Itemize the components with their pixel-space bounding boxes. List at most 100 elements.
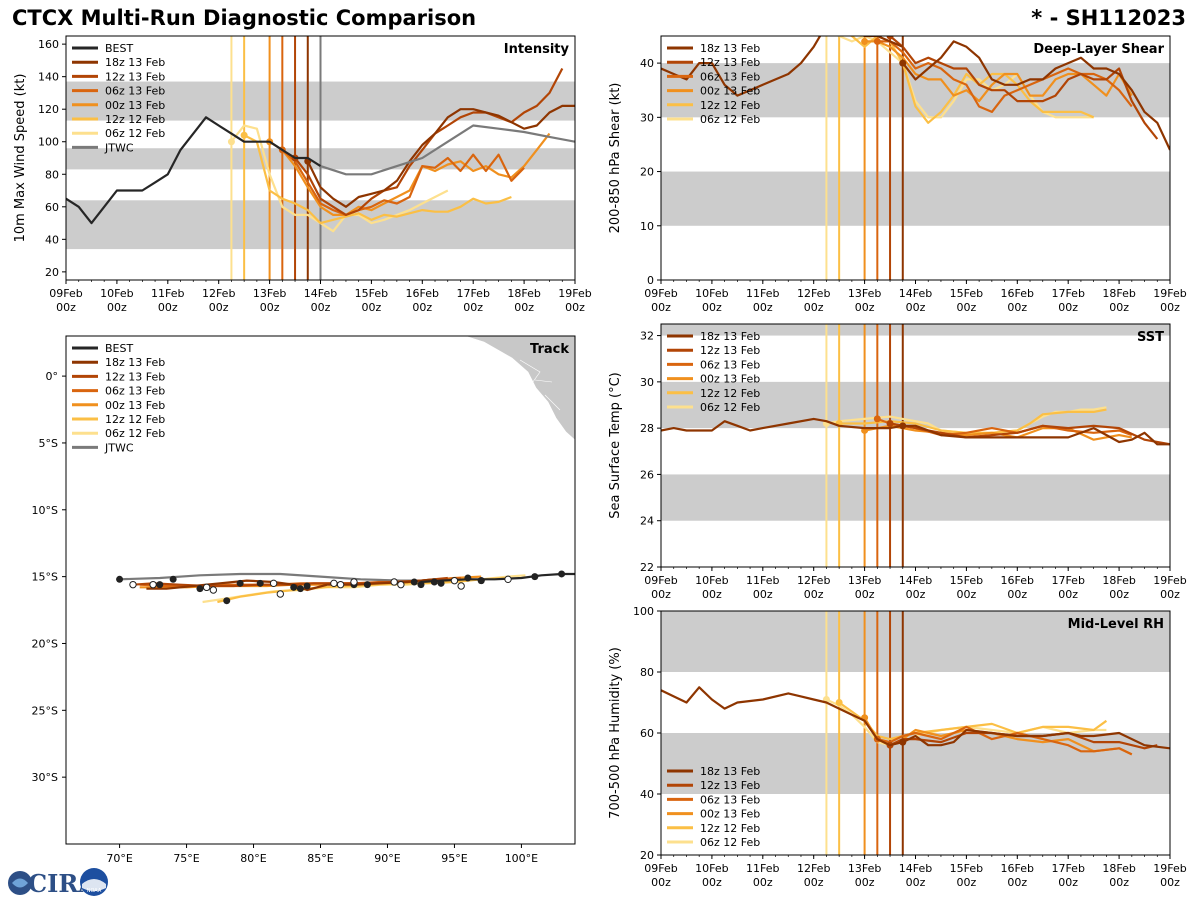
chart-title: CTCX Multi-Run Diagnostic Comparison [12,6,477,30]
series-start-marker [899,59,907,67]
y-tick-label: 5°S [39,437,58,450]
y-axis-label: Sea Surface Temp (°C) [608,372,623,519]
y-tick-label: 120 [38,103,59,116]
legend-label: 06z 13 Feb [700,70,760,83]
x-tick-label: 10Feb 00z [100,287,133,314]
legend-label: 12z 13 Feb [700,56,760,69]
series-line-12z-13-feb [294,67,564,216]
series-line-06z-12-feb [230,124,449,233]
series-group [66,67,575,233]
y-tick-label: 60 [640,727,654,740]
y-tick-label: 20 [45,266,59,279]
y-axis-label: 10m Max Wind Speed (kt) [13,74,28,243]
x-tick-label: 16Feb 00z [1001,287,1034,314]
x-tick-label: 13Feb 00z [848,862,881,889]
series-group [116,570,575,605]
x-tick-label: 16Feb 00z [406,287,439,314]
y-tick-label: 140 [38,71,59,84]
track-point-open [209,586,218,594]
series-line-18z-13-feb [902,424,1170,446]
x-tick-label: 16Feb 00z [1001,574,1034,601]
legend-label: 06z 12 Feb [105,427,165,440]
y-tick-label: 15°S [32,571,58,584]
y-tick-label: 10 [640,220,654,233]
x-tick-label: 09Feb 00z [644,574,677,601]
track-point [410,578,418,586]
x-tick-label: 12Feb 00z [797,287,830,314]
x-tick-label: 80°E [240,852,266,865]
track-point [290,583,298,591]
y-tick-label: 30 [640,111,654,124]
track-point [296,585,304,593]
track-point-open [276,590,285,598]
x-tick-label: 15Feb 00z [950,574,983,601]
legend-label: JTWC [104,141,134,154]
x-tick-label: 18Feb 00z [1102,287,1135,314]
legend-label: BEST [105,342,133,355]
band-sst [661,474,1170,521]
x-tick-label: 16Feb 00z [1001,862,1034,889]
legend-label: 00z 13 Feb [105,399,165,412]
y-tick-label: 20 [640,166,654,179]
legend-label: 06z 13 Feb [700,358,760,371]
track-point [236,579,244,587]
series-line-jtwc [320,124,575,176]
x-tick-label: 19Feb 00z [558,287,591,314]
x-tick-label: 18Feb 00z [507,287,540,314]
series-line-12z-12-feb [243,134,512,225]
panel-track: 70°E 75°E 80°E 85°E 90°E 95°E 100°E 0° 5°S 10°S 15… [32,335,576,865]
x-tick-label: 12Feb 00z [797,862,830,889]
series-line-00z-13-feb [269,132,551,216]
x-tick-label: 90°E [374,852,400,865]
legend-label: 18z 13 Feb [105,356,165,369]
x-tick-label: 12Feb 00z [797,574,830,601]
x-tick-label: 09Feb 00z [49,287,82,314]
series-line-18z-13-feb [902,728,1170,750]
legend-label: 12z 13 Feb [700,779,760,792]
series-start-marker [823,27,830,34]
y-tick-label: 80 [45,168,59,181]
x-tick-label: 17Feb 00z [1051,287,1084,314]
x-tick-label: 18Feb 00z [1102,862,1135,889]
series-start-marker [873,415,881,423]
series-line-12z-13-feb [889,36,1159,140]
x-tick-label: 17Feb 00z [1051,862,1084,889]
track-point [417,581,425,589]
series-start-marker [873,37,881,45]
x-tick-label: 17Feb 00z [456,287,489,314]
x-tick-label: 19Feb 00z [1153,862,1186,889]
track-point-open [330,579,338,588]
track-point [256,579,264,587]
track-point-open [504,575,512,584]
track-point [169,575,177,583]
track-point [223,597,231,605]
legend-label: 06z 13 Feb [105,85,165,98]
band-shear [661,171,1170,226]
panel-title: Mid-Level RH [1068,617,1164,632]
legend-label: 18z 13 Feb [105,56,165,69]
series-line-06z-13-feb [281,149,525,216]
legend-label: 06z 13 Feb [105,385,165,398]
band-rh [661,611,1170,672]
track-point-open [202,583,211,592]
y-tick-label: 20°S [32,637,58,650]
series-line-18z-13-feb [306,104,575,208]
track-point-open [129,580,137,589]
y-tick-label: 28 [640,422,654,435]
band-rh [661,733,1170,794]
series-line-best [661,686,904,747]
x-tick-label: 09Feb 00z [644,287,677,314]
y-tick-label: 0° [46,370,59,383]
land-borders [519,359,561,411]
y-tick-label: 24 [640,515,654,528]
series-line-best [661,417,903,432]
track-point [437,579,445,587]
x-tick-label: 11Feb 00z [746,862,779,889]
x-tick-label: 70°E [106,852,132,865]
y-tick-label: 100 [633,605,654,618]
x-tick-label: 75°E [173,852,199,865]
x-tick-label: 14Feb 00z [304,287,337,314]
track-point [196,585,204,593]
track-point [363,581,371,589]
x-tick-label: 18Feb 00z [1102,574,1135,601]
